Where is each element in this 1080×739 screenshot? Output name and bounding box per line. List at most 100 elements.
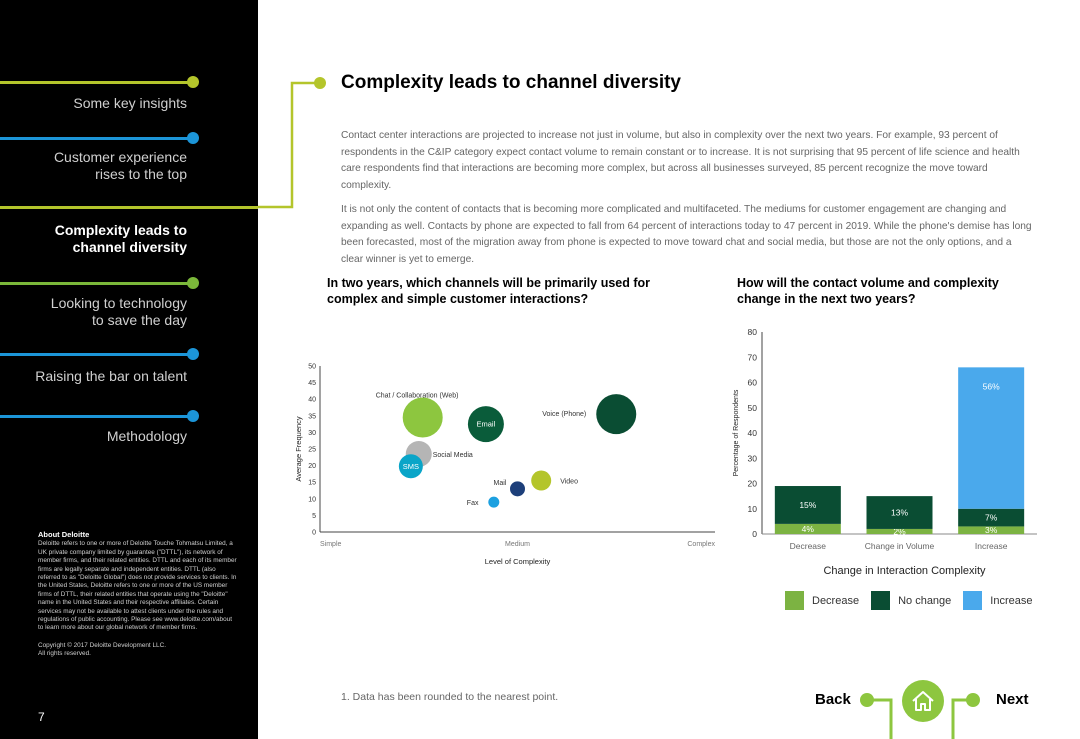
bubble-fax bbox=[488, 496, 500, 508]
next-button[interactable]: Next bbox=[996, 691, 1029, 708]
bar-y-axis-title: Percentage of Respondents bbox=[733, 389, 740, 476]
sidebar-item-talent[interactable]: Raising the bar on talent bbox=[35, 368, 187, 384]
nav-dot-insights bbox=[187, 76, 199, 88]
bar-data-label: 3% bbox=[985, 525, 998, 535]
back-button[interactable]: Back bbox=[815, 691, 851, 708]
bar-decrease-decrease bbox=[774, 523, 841, 534]
nav-line-technology bbox=[0, 282, 193, 285]
legend-item-decrease: Decrease bbox=[785, 591, 859, 610]
bubble-chart: 0 5 10 15 20 25 30 35 40 45 50 Simple Medium Complex L… bbox=[294, 364, 715, 567]
page-number: 7 bbox=[38, 710, 45, 724]
bar-increase-decrease bbox=[958, 526, 1025, 534]
bubble-y-axis-title: Average Frequency bbox=[294, 416, 303, 482]
bar-x-axis-title: Change in Interaction Complexity bbox=[823, 565, 986, 577]
bar-y-tick-label: 60 bbox=[748, 378, 758, 388]
bubble-y-tick-label: 50 bbox=[308, 364, 316, 371]
bar-data-label: 15% bbox=[799, 500, 816, 510]
bubble-x-tick-label: Simple bbox=[320, 541, 342, 548]
bar-data-label: 7% bbox=[985, 513, 998, 523]
bar-y-tick-label: 30 bbox=[748, 453, 758, 463]
bubble-y-tick-label: 5 bbox=[312, 513, 316, 520]
intro-paragraph-2: It is not only the content of contacts t… bbox=[341, 204, 1032, 265]
bubble-voice-phone bbox=[596, 394, 637, 435]
legend-swatch-decrease bbox=[785, 591, 804, 610]
bubble-email bbox=[467, 406, 504, 443]
sidebar-item-insights[interactable]: Some key insights bbox=[73, 95, 187, 111]
bubble-sms bbox=[398, 454, 423, 479]
nav-line-complexity-active bbox=[0, 206, 258, 209]
legend-label-increase: Increase bbox=[990, 594, 1033, 607]
bar-chart-legend: Decrease No change Increase bbox=[785, 591, 1045, 610]
copyright: Copyright © 2017 Deloitte Development LL… bbox=[38, 641, 166, 649]
about-deloitte: About Deloitte Deloitte refers to one or… bbox=[38, 530, 238, 659]
home-button[interactable] bbox=[902, 680, 944, 722]
bubble-x-tick-label: Medium bbox=[505, 541, 530, 548]
nav-dot-technology bbox=[187, 277, 199, 289]
home-icon bbox=[912, 691, 934, 711]
bar-x-tick-label-change-in-volume: Change in Volume bbox=[865, 541, 935, 551]
stacked-bar-chart: 0 10 20 30 40 50 60 70 80 Percentage of Responden… bbox=[733, 327, 1037, 577]
bar-y-tick-label: 80 bbox=[748, 327, 758, 337]
intro-paragraph-1: Contact center interactions are projecte… bbox=[341, 130, 1020, 191]
legend-label-decrease: Decrease bbox=[812, 594, 860, 607]
sidebar-item-technology[interactable]: Looking to technology to save the day bbox=[50, 295, 187, 328]
bubble-label-fax: Fax bbox=[467, 500, 479, 507]
nav-dot-customer-experience bbox=[187, 132, 199, 144]
bar-y-tick-label: 50 bbox=[748, 403, 758, 413]
bar-increase-increase bbox=[958, 367, 1025, 509]
nav-line-methodology bbox=[0, 415, 193, 418]
bubble-x-tick-label: Complex bbox=[687, 541, 715, 548]
bubble-y-tick-label: 30 bbox=[308, 430, 316, 437]
bar-data-label: 4% bbox=[802, 524, 815, 534]
bubble-y-tick-label: 15 bbox=[308, 480, 316, 487]
bar-y-tick-label: 40 bbox=[748, 428, 758, 438]
footnote: 1. Data has been rounded to the nearest … bbox=[341, 691, 559, 703]
bubble-label-voice-phone: Voice (Phone) bbox=[542, 411, 586, 418]
legend-item-increase: Increase bbox=[963, 591, 1033, 610]
nav-dot-talent bbox=[187, 348, 199, 360]
bubble-y-tick-label: 40 bbox=[308, 397, 316, 404]
rights-reserved: All rights reserved. bbox=[38, 650, 91, 658]
bar-x-tick-label-increase: Increase bbox=[975, 541, 1008, 551]
legend-swatch-increase bbox=[963, 591, 983, 610]
bubble-label-mail: Mail bbox=[494, 480, 507, 487]
bubble-label-sms: SMS bbox=[403, 462, 419, 471]
bubble-video bbox=[531, 470, 552, 491]
nav-line-customer-experience bbox=[0, 137, 193, 140]
sidebar-item-complexity[interactable]: Complexity leads to channel diversity bbox=[54, 222, 187, 255]
bubble-y-tick-label: 25 bbox=[308, 447, 316, 454]
bar-chart-title: How will the contact volume and complexi… bbox=[737, 276, 999, 306]
bubble-label-video: Video bbox=[560, 479, 578, 486]
nav-line-talent bbox=[0, 353, 193, 356]
bar-y-tick-label: 0 bbox=[752, 529, 757, 539]
bubble-y-tick-label: 35 bbox=[308, 413, 316, 420]
about-title: About Deloitte bbox=[38, 530, 90, 539]
bar-y-tick-label: 10 bbox=[748, 504, 758, 514]
bubble-label-social-media: Social Media bbox=[433, 452, 473, 459]
bar-increase-no-change bbox=[958, 508, 1025, 527]
bubble-label-email: Email bbox=[477, 420, 496, 429]
legend-swatch-no-change bbox=[871, 591, 891, 610]
active-section-connector bbox=[258, 77, 326, 209]
bar-y-tick-label: 20 bbox=[748, 479, 758, 489]
bar-x-tick-label-decrease: Decrease bbox=[790, 541, 827, 551]
bubble-y-tick-label: 45 bbox=[308, 380, 316, 387]
bubble-chart-title: In two years, which channels will be pri… bbox=[327, 276, 651, 306]
sidebar-nav: Some key insights Customer experience ri… bbox=[0, 0, 258, 739]
bubble-mail bbox=[510, 481, 525, 497]
about-text: Deloitte refers to one or more of Deloit… bbox=[38, 540, 237, 632]
bubble-x-axis-title: Level of Complexity bbox=[485, 557, 551, 566]
bar-data-label: 2% bbox=[893, 526, 906, 536]
bubble-y-tick-label: 20 bbox=[308, 463, 316, 470]
bar-change-in-volume-decrease bbox=[866, 528, 933, 534]
nav-dot-methodology bbox=[187, 410, 199, 422]
legend-item-no-change: No change bbox=[871, 591, 951, 610]
bar-change-in-volume-no-change bbox=[866, 496, 933, 529]
bar-data-label: 13% bbox=[891, 508, 908, 518]
bubble-y-tick-label: 0 bbox=[312, 530, 316, 537]
bar-y-tick-label: 70 bbox=[748, 352, 758, 362]
sidebar-item-customer-experience[interactable]: Customer experience rises to the top bbox=[53, 149, 187, 182]
bubble-chat-collaboration-web bbox=[402, 397, 443, 438]
sidebar-item-methodology[interactable]: Methodology bbox=[106, 428, 187, 444]
bubble-label-chat-collaboration-web: Chat / Collaboration (Web) bbox=[376, 392, 459, 399]
